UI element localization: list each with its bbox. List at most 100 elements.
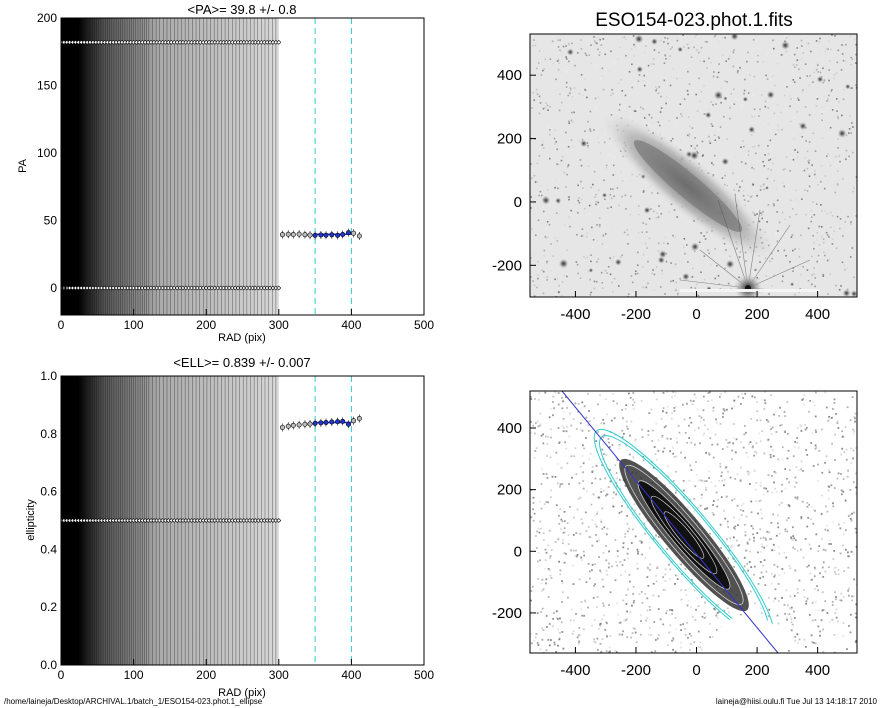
noise-pixel <box>744 78 746 81</box>
noise-pixel <box>547 236 549 238</box>
data-point <box>345 421 351 427</box>
noise-pixel <box>743 556 746 559</box>
noise-pixel <box>569 413 572 416</box>
noise-pixel <box>769 139 772 142</box>
noise-pixel <box>785 37 788 39</box>
noise-pixel <box>790 236 793 238</box>
noise-pixel <box>767 615 770 617</box>
noise-pixel <box>558 485 561 488</box>
noise-pixel <box>828 471 831 474</box>
noise-pixel <box>823 609 826 611</box>
noise-pixel <box>577 36 579 39</box>
noise-pixel <box>806 565 809 568</box>
noise-pixel <box>762 61 765 63</box>
noise-pixel <box>820 165 823 167</box>
noise-pixel <box>600 77 602 79</box>
noise-pixel <box>559 93 561 96</box>
noise-pixel <box>851 122 853 124</box>
noise-pixel <box>804 189 806 191</box>
noise-pixel <box>566 275 568 278</box>
noise-pixel <box>855 583 857 586</box>
noise-pixel <box>585 530 588 533</box>
noise-pixel <box>748 561 751 563</box>
noise-pixel <box>712 71 715 73</box>
noise-pixel <box>655 89 657 92</box>
noise-pixel <box>550 496 552 499</box>
noise-pixel <box>664 236 666 239</box>
noise-pixel <box>702 409 705 412</box>
noise-pixel <box>652 71 654 73</box>
noise-pixel <box>800 516 803 518</box>
noise-pixel <box>848 624 850 627</box>
noise-pixel <box>759 189 762 191</box>
noise-pixel <box>584 130 586 133</box>
noise-pixel <box>847 587 850 590</box>
noise-pixel <box>760 512 763 515</box>
noise-pixel <box>599 152 602 155</box>
noise-pixel <box>635 213 637 216</box>
noise-pixel <box>708 453 711 456</box>
noise-pixel <box>599 38 601 41</box>
noise-pixel <box>809 74 811 77</box>
noise-pixel <box>565 71 568 73</box>
noise-pixel <box>549 407 552 410</box>
data-point <box>318 232 324 238</box>
noise-pixel <box>669 450 672 453</box>
noise-pixel <box>766 221 768 223</box>
noise-pixel <box>751 165 754 167</box>
noise-pixel <box>660 212 663 215</box>
noise-pixel <box>565 81 568 84</box>
noise-pixel <box>621 180 624 182</box>
noise-pixel <box>836 61 839 64</box>
noise-pixel <box>568 60 570 63</box>
data-point <box>335 232 341 238</box>
noise-pixel <box>587 429 590 432</box>
noise-pixel <box>599 51 601 54</box>
noise-pixel <box>556 482 559 485</box>
noise-pixel <box>604 628 607 631</box>
noise-pixel <box>661 269 663 272</box>
noise-pixel <box>836 208 838 210</box>
noise-pixel <box>713 607 715 610</box>
noise-pixel <box>809 399 811 402</box>
noise-pixel <box>743 199 746 201</box>
noise-pixel <box>770 394 772 397</box>
noise-pixel <box>844 216 847 218</box>
noise-pixel <box>718 479 721 482</box>
noise-pixel <box>636 272 639 275</box>
noise-pixel <box>631 281 634 284</box>
noise-pixel <box>819 572 821 575</box>
noise-pixel <box>803 596 806 599</box>
noise-pixel <box>600 129 603 131</box>
noise-pixel <box>542 532 545 535</box>
noise-pixel <box>853 187 855 189</box>
noise-pixel <box>534 432 536 435</box>
noise-pixel <box>591 624 593 627</box>
noise-pixel <box>686 43 689 46</box>
noise-pixel <box>615 561 618 563</box>
noise-pixel <box>839 473 842 475</box>
noise-pixel <box>567 43 570 45</box>
noise-pixel <box>552 617 555 620</box>
noise-pixel <box>600 271 603 274</box>
data-point <box>340 232 346 238</box>
noise-pixel <box>563 224 566 226</box>
noise-pixel <box>631 604 633 607</box>
noise-pixel <box>583 405 586 408</box>
noise-pixel <box>812 201 814 203</box>
noise-pixel <box>855 603 857 606</box>
noise-pixel <box>660 417 663 420</box>
noise-pixel <box>820 210 823 212</box>
noise-pixel <box>622 599 625 602</box>
noise-pixel <box>575 261 578 263</box>
noise-pixel <box>774 487 777 490</box>
noise-pixel <box>750 590 753 593</box>
noise-pixel <box>814 509 816 512</box>
noise-pixel <box>562 426 565 429</box>
noise-pixel <box>557 644 559 647</box>
noise-pixel <box>643 80 645 82</box>
noise-pixel <box>574 402 577 405</box>
noise-pixel <box>836 422 839 425</box>
noise-pixel <box>602 88 605 91</box>
